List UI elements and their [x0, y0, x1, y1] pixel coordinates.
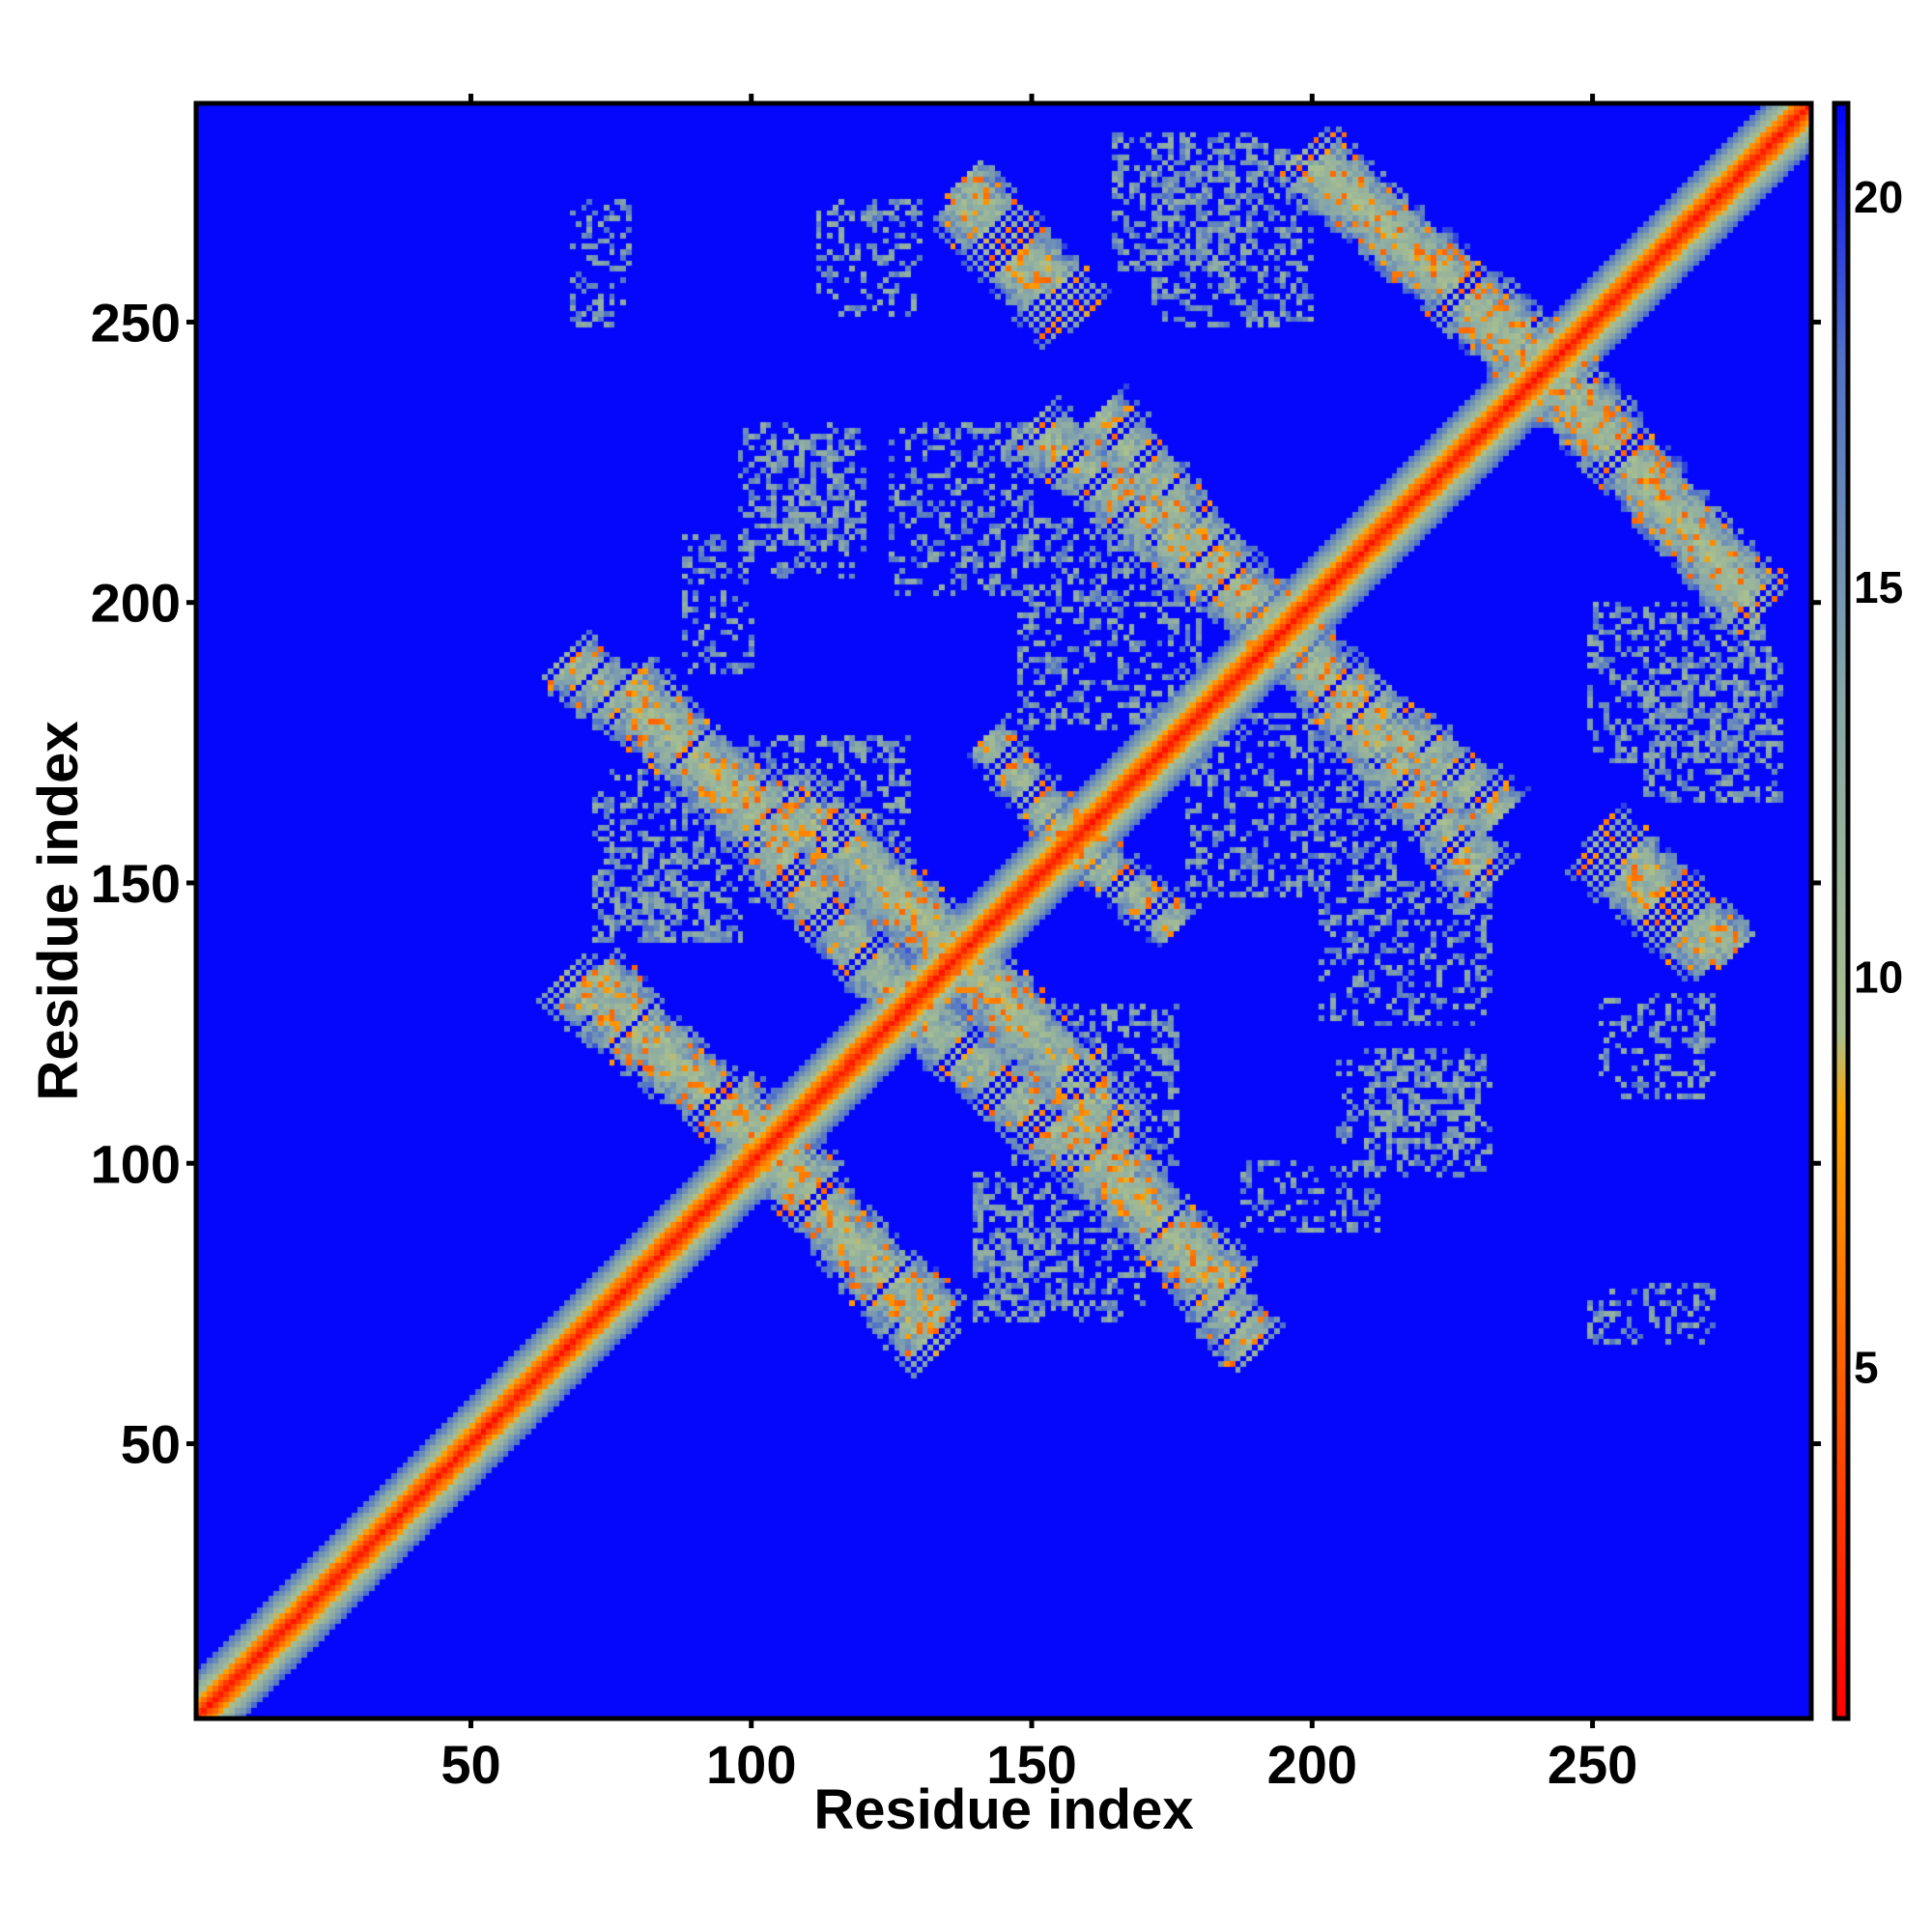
y-tick-label: 250: [91, 292, 181, 353]
x-tick-label: 150: [986, 1734, 1076, 1795]
x-tick-label: 100: [706, 1734, 796, 1795]
colorbar-area: [1834, 103, 1848, 1719]
x-tick-label: 250: [1548, 1734, 1637, 1795]
heatmap-area: [196, 103, 1811, 1719]
x-tick-label: 200: [1267, 1734, 1357, 1795]
plot-frame: [193, 100, 1814, 1721]
colorbar-tick-label: 10: [1854, 952, 1903, 1003]
x-axis-title: Residue index: [813, 1778, 1193, 1841]
colorbar-tick-label: 5: [1854, 1343, 1879, 1393]
y-tick-label: 200: [91, 573, 181, 634]
colorbar-canvas: [1834, 103, 1848, 1719]
y-tick-label: 150: [91, 853, 181, 914]
y-axis-title: Residue index: [27, 721, 90, 1100]
x-axis: 50 100 150 200 250: [440, 94, 1637, 1795]
colorbar-frame: [1832, 100, 1851, 1721]
colorbar-tick-label: 15: [1854, 562, 1903, 612]
colorbar-tick-label: 20: [1854, 172, 1903, 222]
y-axis: 50 100 150 200 250: [91, 292, 1821, 1475]
y-tick-label: 100: [91, 1133, 181, 1194]
x-tick-label: 50: [440, 1734, 500, 1795]
y-tick-label: 50: [121, 1414, 181, 1475]
heatmap-canvas: [196, 103, 1811, 1719]
colorbar-axis: 5 10 15 20: [1854, 172, 1903, 1393]
